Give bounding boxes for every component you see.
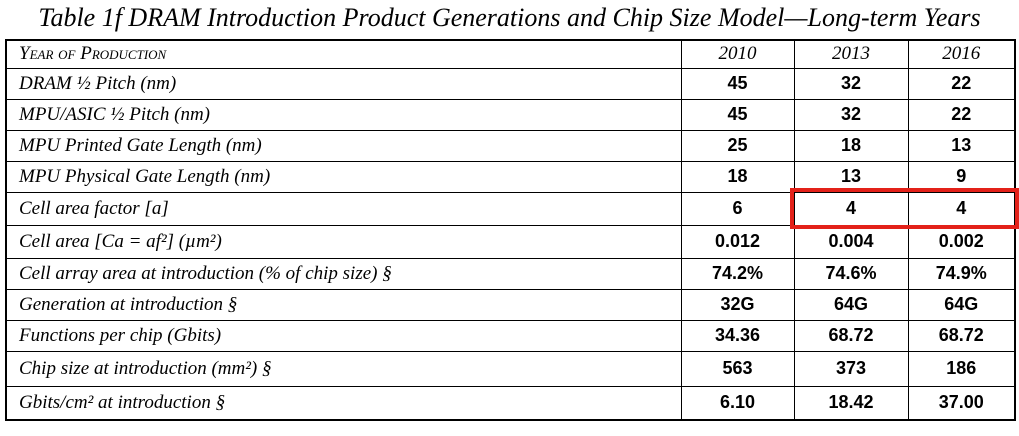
- row-label: MPU/ASIC ½ Pitch (nm): [5, 98, 682, 131]
- cell-value: 74.2%: [680, 257, 795, 290]
- dram-chip-size-table: Year of Production 2010 2013 2016 DRAM ½…: [5, 39, 1016, 421]
- cell-value: 32: [793, 98, 909, 131]
- table-row-mpu-physical-gate-length: MPU Physical Gate Length (nm) 18 13 9: [5, 160, 1016, 193]
- table-title: Table 1f DRAM Introduction Product Gener…: [38, 3, 981, 32]
- cell-value: 32: [793, 67, 909, 100]
- row-label: Chip size at introduction (mm²) §: [5, 350, 682, 387]
- cell-value: 34.36: [680, 319, 795, 352]
- cell-value: 13: [793, 160, 909, 193]
- table-header-row: Year of Production 2010 2013 2016: [5, 39, 1016, 69]
- cell-value: 45: [680, 98, 795, 131]
- table-row-generation-at-introduction: Generation at introduction § 32G 64G 64G: [5, 288, 1016, 321]
- cell-value: 6: [680, 191, 795, 226]
- table-row-chip-size-at-introduction: Chip size at introduction (mm²) § 563 37…: [5, 350, 1016, 387]
- cell-value: 0.012: [680, 224, 795, 259]
- cell-value: 68.72: [793, 319, 909, 352]
- table-row-cell-area: Cell area [Ca = af²] (µm²) 0.012 0.004 0…: [5, 224, 1016, 259]
- column-header-parameter: Year of Production: [5, 39, 682, 69]
- cell-value: 25: [680, 129, 795, 162]
- cell-value: 64G: [907, 288, 1016, 321]
- cell-value: 563: [680, 350, 795, 387]
- cell-value: 32G: [680, 288, 795, 321]
- cell-value: 18: [793, 129, 909, 162]
- table-row-cell-area-factor: Cell area factor [a] 6 4 4: [5, 191, 1016, 226]
- cell-value: 18.42: [793, 385, 909, 421]
- row-label: MPU Physical Gate Length (nm): [5, 160, 682, 193]
- column-header-year-2010: 2010: [680, 39, 795, 69]
- row-label: Cell area factor [a]: [5, 191, 682, 226]
- cell-value: 0.004: [793, 224, 909, 259]
- cell-value: 18: [680, 160, 795, 193]
- cell-value-highlighted: 4: [907, 191, 1016, 226]
- table-row-cell-array-area: Cell array area at introduction (% of ch…: [5, 257, 1016, 290]
- cell-value: 64G: [793, 288, 909, 321]
- row-label: Cell array area at introduction (% of ch…: [5, 257, 682, 290]
- cell-value: 45: [680, 67, 795, 100]
- cell-value-highlighted: 4: [793, 191, 909, 226]
- cell-value: 0.002: [907, 224, 1016, 259]
- cell-value: 6.10: [680, 385, 795, 421]
- table-row-mpu-asic-half-pitch: MPU/ASIC ½ Pitch (nm) 45 32 22: [5, 98, 1016, 131]
- cell-value: 74.9%: [907, 257, 1016, 290]
- cell-value: 22: [907, 98, 1016, 131]
- cell-value: 68.72: [907, 319, 1016, 352]
- column-header-year-2016: 2016: [907, 39, 1016, 69]
- table-row-mpu-printed-gate-length: MPU Printed Gate Length (nm) 25 18 13: [5, 129, 1016, 162]
- table-row-gbits-per-cm2: Gbits/cm² at introduction § 6.10 18.42 3…: [5, 385, 1016, 421]
- cell-value: 9: [907, 160, 1016, 193]
- table-row-dram-half-pitch: DRAM ½ Pitch (nm) 45 32 22: [5, 67, 1016, 100]
- column-header-year-2013: 2013: [793, 39, 909, 69]
- cell-value: 13: [907, 129, 1016, 162]
- row-label: Generation at introduction §: [5, 288, 682, 321]
- row-label: Cell area [Ca = af²] (µm²): [5, 224, 682, 259]
- cell-value: 37.00: [907, 385, 1016, 421]
- cell-value: 373: [793, 350, 909, 387]
- cell-value: 74.6%: [793, 257, 909, 290]
- row-label: Functions per chip (Gbits): [5, 319, 682, 352]
- cell-value: 22: [907, 67, 1016, 100]
- row-label: Gbits/cm² at introduction §: [5, 385, 682, 421]
- cell-value: 186: [907, 350, 1016, 387]
- row-label: MPU Printed Gate Length (nm): [5, 129, 682, 162]
- table-row-functions-per-chip: Functions per chip (Gbits) 34.36 68.72 6…: [5, 319, 1016, 352]
- row-label: DRAM ½ Pitch (nm): [5, 67, 682, 100]
